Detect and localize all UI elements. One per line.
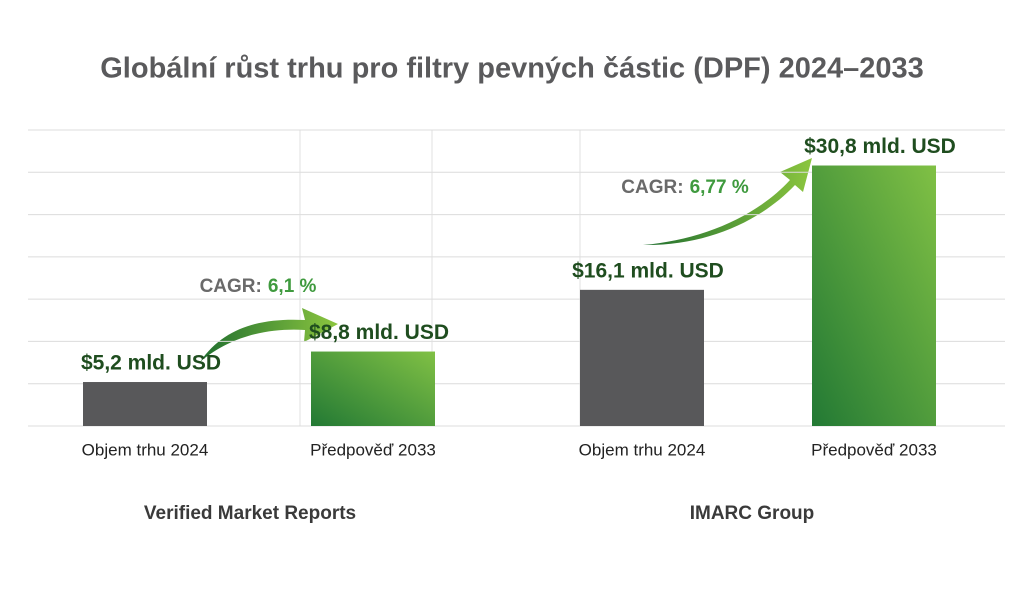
cagr-arrow — [643, 158, 812, 246]
x-tick-label: Objem trhu 2024 — [82, 440, 209, 459]
source-label: Verified Market Reports — [144, 503, 356, 524]
bar — [83, 382, 207, 426]
data-label: $8,8 mld. USD — [309, 321, 449, 344]
bar — [580, 289, 704, 426]
data-label: $16,1 mld. USD — [572, 259, 724, 282]
cagr-value: 6,77 % — [690, 177, 749, 198]
source-label: IMARC Group — [690, 503, 815, 524]
x-tick-label: Objem trhu 2024 — [579, 440, 706, 459]
cagr-annotation: CAGR: 6,77 % — [621, 177, 749, 198]
bar-sheen — [812, 165, 936, 426]
cagr-label: CAGR: — [200, 276, 262, 297]
cagr-label: CAGR: — [621, 177, 683, 198]
data-label: $5,2 mld. USD — [81, 352, 221, 375]
chart-title: Globální růst trhu pro filtry pevných čá… — [100, 53, 924, 85]
cagr-arrow — [200, 308, 338, 362]
x-tick-label: Předpověď 2033 — [310, 440, 436, 459]
bar-sheen — [311, 351, 435, 426]
x-tick-label: Předpověď 2033 — [811, 440, 937, 459]
cagr-value: 6,1 % — [268, 276, 317, 297]
cagr-annotation: CAGR: 6,1 % — [200, 276, 317, 297]
data-label: $30,8 mld. USD — [804, 135, 956, 158]
